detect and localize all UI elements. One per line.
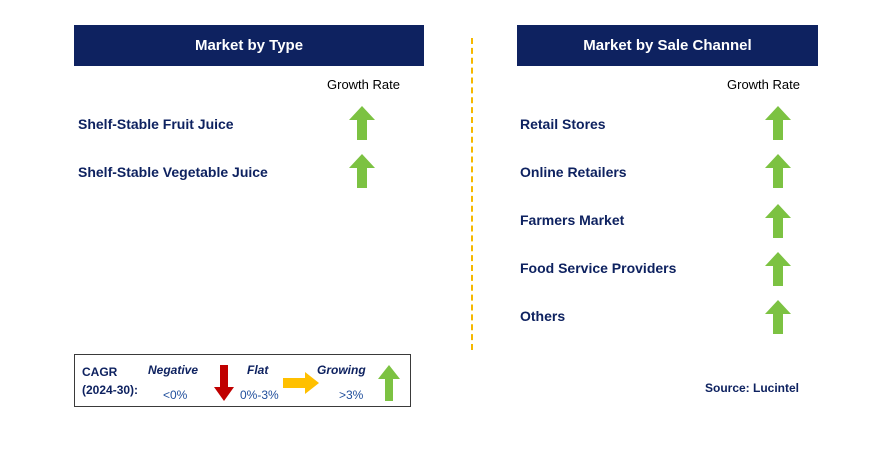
- channel-row-label: Others: [520, 308, 566, 324]
- type-growth-rate-label: Growth Rate: [327, 77, 400, 92]
- channel-row-label: Food Service Providers: [520, 260, 677, 276]
- growing-range: >3%: [339, 388, 364, 402]
- market-by-channel-title: Market by Sale Channel: [583, 37, 752, 54]
- cagr-label: CAGR: [82, 365, 118, 379]
- up-arrow-icon: [349, 106, 375, 140]
- channel-row-label: Farmers Market: [520, 212, 625, 228]
- up-arrow-icon: [765, 300, 791, 334]
- negative-range: <0%: [163, 388, 188, 402]
- flat-label: Flat: [247, 363, 269, 377]
- down-arrow-icon: [214, 365, 234, 401]
- up-arrow-icon: [765, 154, 791, 188]
- type-row-label: Shelf-Stable Fruit Juice: [78, 116, 234, 132]
- type-row-label: Shelf-Stable Vegetable Juice: [78, 164, 268, 180]
- cagr-legend: CAGR (2024-30): Negative <0% Flat 0%-3% …: [74, 354, 411, 407]
- up-arrow-icon: [765, 106, 791, 140]
- cagr-period-label: (2024-30):: [82, 383, 139, 397]
- market-by-type-header: Market by Type: [74, 25, 424, 66]
- market-by-type-title: Market by Type: [194, 37, 304, 54]
- growing-label: Growing: [317, 363, 366, 377]
- right-arrow-icon: [283, 372, 319, 394]
- flat-range: 0%-3%: [240, 388, 279, 402]
- channel-row-label: Retail Stores: [520, 116, 606, 132]
- up-arrow-icon: [349, 154, 375, 188]
- up-arrow-icon: [765, 252, 791, 286]
- negative-label: Negative: [148, 363, 199, 377]
- panel-divider: [471, 38, 473, 350]
- up-arrow-icon: [765, 204, 791, 238]
- up-arrow-icon: [378, 365, 400, 401]
- channel-growth-rate-label: Growth Rate: [727, 77, 800, 92]
- channel-row-label: Online Retailers: [520, 164, 627, 180]
- market-by-channel-header: Market by Sale Channel: [517, 25, 818, 66]
- source-label: Source: Lucintel: [705, 381, 800, 395]
